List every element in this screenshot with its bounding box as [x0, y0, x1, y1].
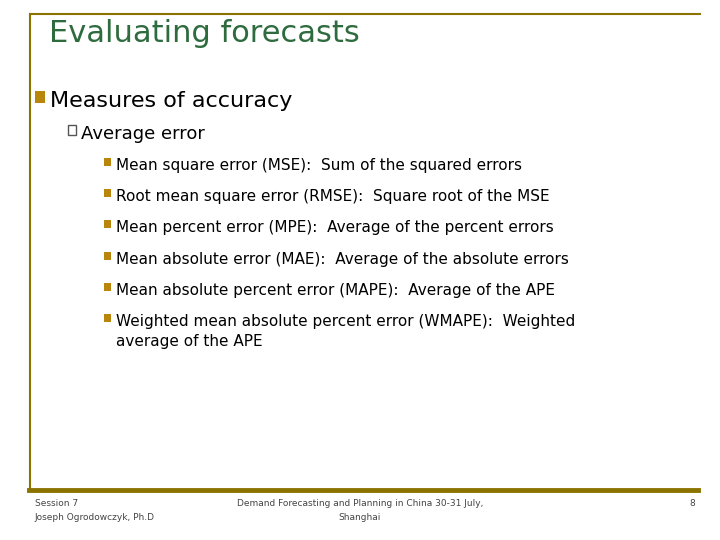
- Text: Shanghai: Shanghai: [339, 513, 381, 522]
- Text: Evaluating forecasts: Evaluating forecasts: [49, 19, 360, 48]
- Text: 8: 8: [689, 500, 695, 509]
- Bar: [104, 252, 111, 260]
- Bar: [35, 91, 45, 103]
- Bar: [104, 220, 111, 228]
- Text: Joseph Ogrodowczyk, Ph.D: Joseph Ogrodowczyk, Ph.D: [35, 513, 155, 522]
- Text: Mean absolute error (MAE):  Average of the absolute errors: Mean absolute error (MAE): Average of th…: [116, 252, 569, 267]
- Text: Mean percent error (MPE):  Average of the percent errors: Mean percent error (MPE): Average of the…: [116, 220, 554, 235]
- Bar: [104, 189, 111, 197]
- Text: Weighted mean absolute percent error (WMAPE):  Weighted
average of the APE: Weighted mean absolute percent error (WM…: [116, 314, 575, 349]
- Bar: [104, 283, 111, 291]
- Text: Root mean square error (RMSE):  Square root of the MSE: Root mean square error (RMSE): Square ro…: [116, 189, 549, 204]
- Text: Session 7: Session 7: [35, 500, 78, 509]
- Text: Mean absolute percent error (MAPE):  Average of the APE: Mean absolute percent error (MAPE): Aver…: [116, 283, 555, 298]
- Text: Demand Forecasting and Planning in China 30-31 July,: Demand Forecasting and Planning in China…: [237, 500, 483, 509]
- Bar: [104, 158, 111, 166]
- Text: Measures of accuracy: Measures of accuracy: [50, 91, 293, 111]
- Text: Average error: Average error: [81, 125, 205, 143]
- Bar: [104, 314, 111, 322]
- Text: Mean square error (MSE):  Sum of the squared errors: Mean square error (MSE): Sum of the squa…: [116, 158, 522, 173]
- Bar: [68, 125, 76, 135]
